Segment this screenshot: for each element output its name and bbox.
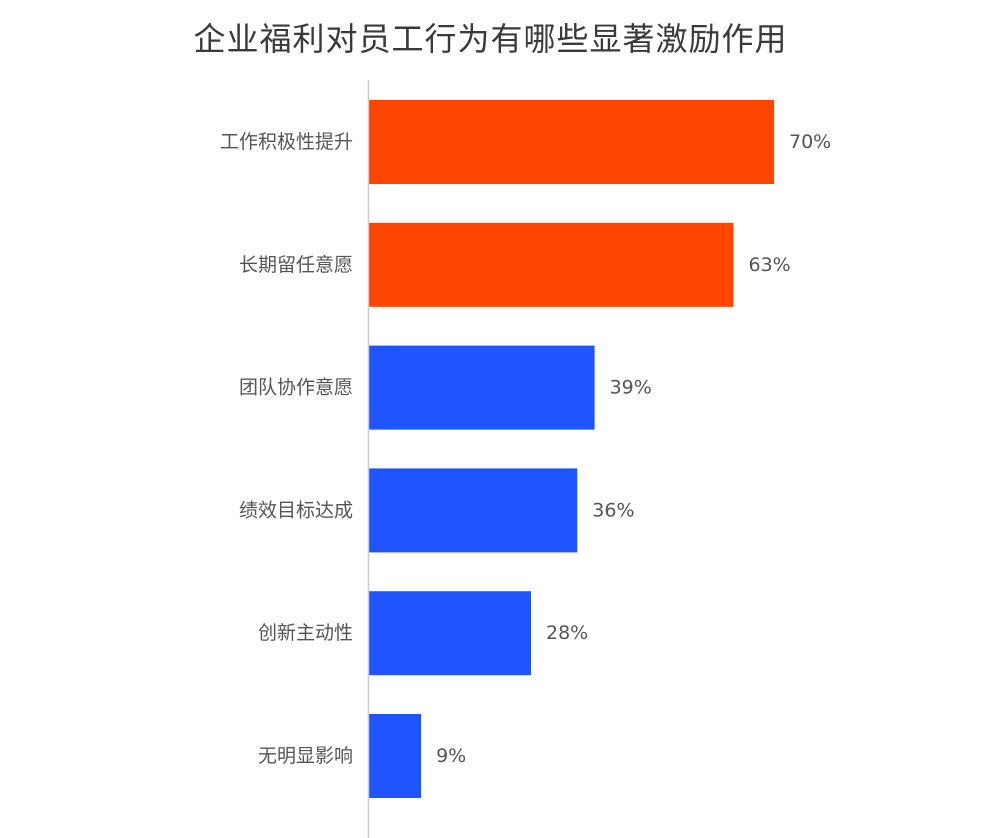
category-label: 绩效目标达成 [239, 499, 353, 521]
category-label: 长期留任意愿 [239, 254, 353, 276]
bar [369, 714, 422, 798]
value-label: 63% [749, 254, 791, 276]
category-label: 团队协作意愿 [239, 377, 353, 399]
bar [369, 100, 774, 184]
value-label: 36% [592, 499, 634, 521]
bar [369, 345, 595, 430]
bar [369, 222, 734, 307]
value-label: 39% [610, 377, 652, 399]
chart-title: 企业福利对员工行为有哪些显著激励作用 [193, 20, 788, 58]
category-label: 创新主动性 [258, 622, 353, 644]
value-label: 28% [546, 622, 588, 644]
bar [369, 468, 578, 553]
value-label: 70% [789, 131, 831, 153]
category-label: 工作积极性提升 [220, 131, 353, 153]
category-label: 无明显影响 [258, 745, 353, 767]
bar [369, 591, 531, 676]
value-label: 9% [436, 745, 466, 767]
bars-layer [369, 100, 774, 798]
labels-layer: 工作积极性提升 70% 长期留任意愿 63% 团队协作意愿 39% 绩效目标达成 36% 创新主… [220, 131, 831, 767]
